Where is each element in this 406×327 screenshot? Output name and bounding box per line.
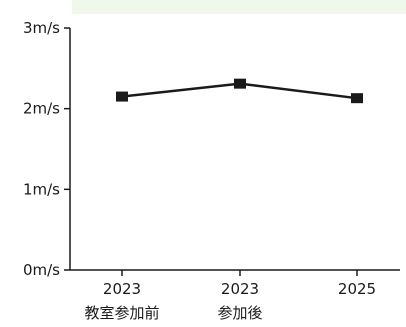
y-tick-label: 3m/s	[23, 19, 60, 37]
top-band	[72, 0, 406, 14]
data-point-marker	[351, 93, 363, 104]
y-tick-label: 0m/s	[23, 261, 60, 279]
y-ticks: 0m/s 1m/s 2m/s 3m/s	[23, 19, 70, 279]
x-ticks: 2023 教室参加前 2023 参加後 2025	[84, 270, 376, 322]
y-tick-label: 2m/s	[23, 100, 60, 118]
series-layer	[116, 78, 363, 104]
y-tick-label: 1m/s	[23, 180, 60, 198]
x-category-sublabel: 参加後	[217, 304, 262, 322]
data-point-marker	[116, 91, 128, 102]
x-category-sublabel: 教室参加前	[84, 304, 159, 322]
x-tick-label: 2023	[103, 280, 141, 298]
x-tick-label: 2025	[338, 280, 376, 298]
x-tick-label: 2023	[221, 280, 259, 298]
data-point-marker	[234, 78, 246, 89]
